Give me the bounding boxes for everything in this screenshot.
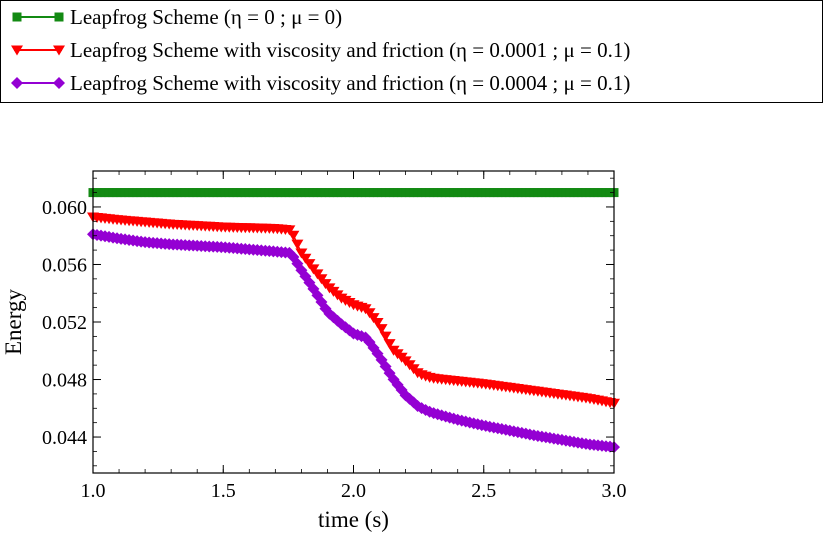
series-3-point: [283, 246, 296, 259]
series-line-3: [92, 233, 615, 448]
y-tick-label: 0.060: [42, 197, 87, 219]
legend-marker-end-1: [54, 12, 64, 22]
y-tick-label: 0.048: [42, 370, 87, 392]
series-2-point: [283, 225, 296, 236]
axes: 1.0 1.5 2.0 2.5 3.0 0.044 0.048 0.052 0.056 0.060…: [1, 170, 627, 532]
legend-marker-end-2: [53, 45, 65, 56]
legend-label-1: Leapfrog Scheme (η = 0 ; μ = 0): [70, 5, 342, 29]
y-tick-label: 0.056: [42, 254, 87, 276]
x-tick-label: 2.5: [471, 480, 496, 502]
x-axis-label: time (s): [318, 507, 389, 532]
series-2-point: [375, 324, 388, 335]
legend-label-2: Leapfrog Scheme with viscosity and frict…: [70, 38, 630, 62]
legend-box: [0, 0, 823, 103]
plot-data: [87, 188, 620, 454]
series-2-point: [371, 317, 384, 328]
x-tick-label: 1.0: [81, 480, 106, 502]
series-markers-2: [87, 212, 620, 409]
plot-frame: [92, 170, 615, 474]
legend-marker-end-3: [53, 77, 65, 89]
series-2-point: [383, 339, 396, 350]
legend-marker-start-2: [11, 45, 23, 56]
x-tick-label: 1.5: [211, 480, 236, 502]
x-tick-label: 3.0: [602, 480, 627, 502]
series-2-point: [303, 259, 316, 270]
series-2-point: [287, 230, 300, 241]
y-tick-label: 0.044: [42, 427, 87, 449]
series-2-point: [295, 248, 308, 259]
legend-marker-start-1: [12, 12, 22, 22]
legend-marker-start-3: [11, 77, 23, 89]
y-tick-label: 0.052: [42, 312, 87, 334]
series-2-point: [379, 331, 392, 342]
series-markers-3: [87, 228, 620, 454]
series-markers-1: [88, 188, 619, 198]
x-tick-label: 2.0: [341, 480, 366, 502]
legend-label-3: Leapfrog Scheme with viscosity and frict…: [70, 71, 630, 95]
series-2-point: [291, 239, 304, 250]
y-axis-label: Energy: [1, 289, 26, 356]
legend: Leapfrog Scheme (η = 0 ; μ = 0) Leapfrog …: [0, 0, 823, 103]
series-2-point: [299, 253, 312, 264]
